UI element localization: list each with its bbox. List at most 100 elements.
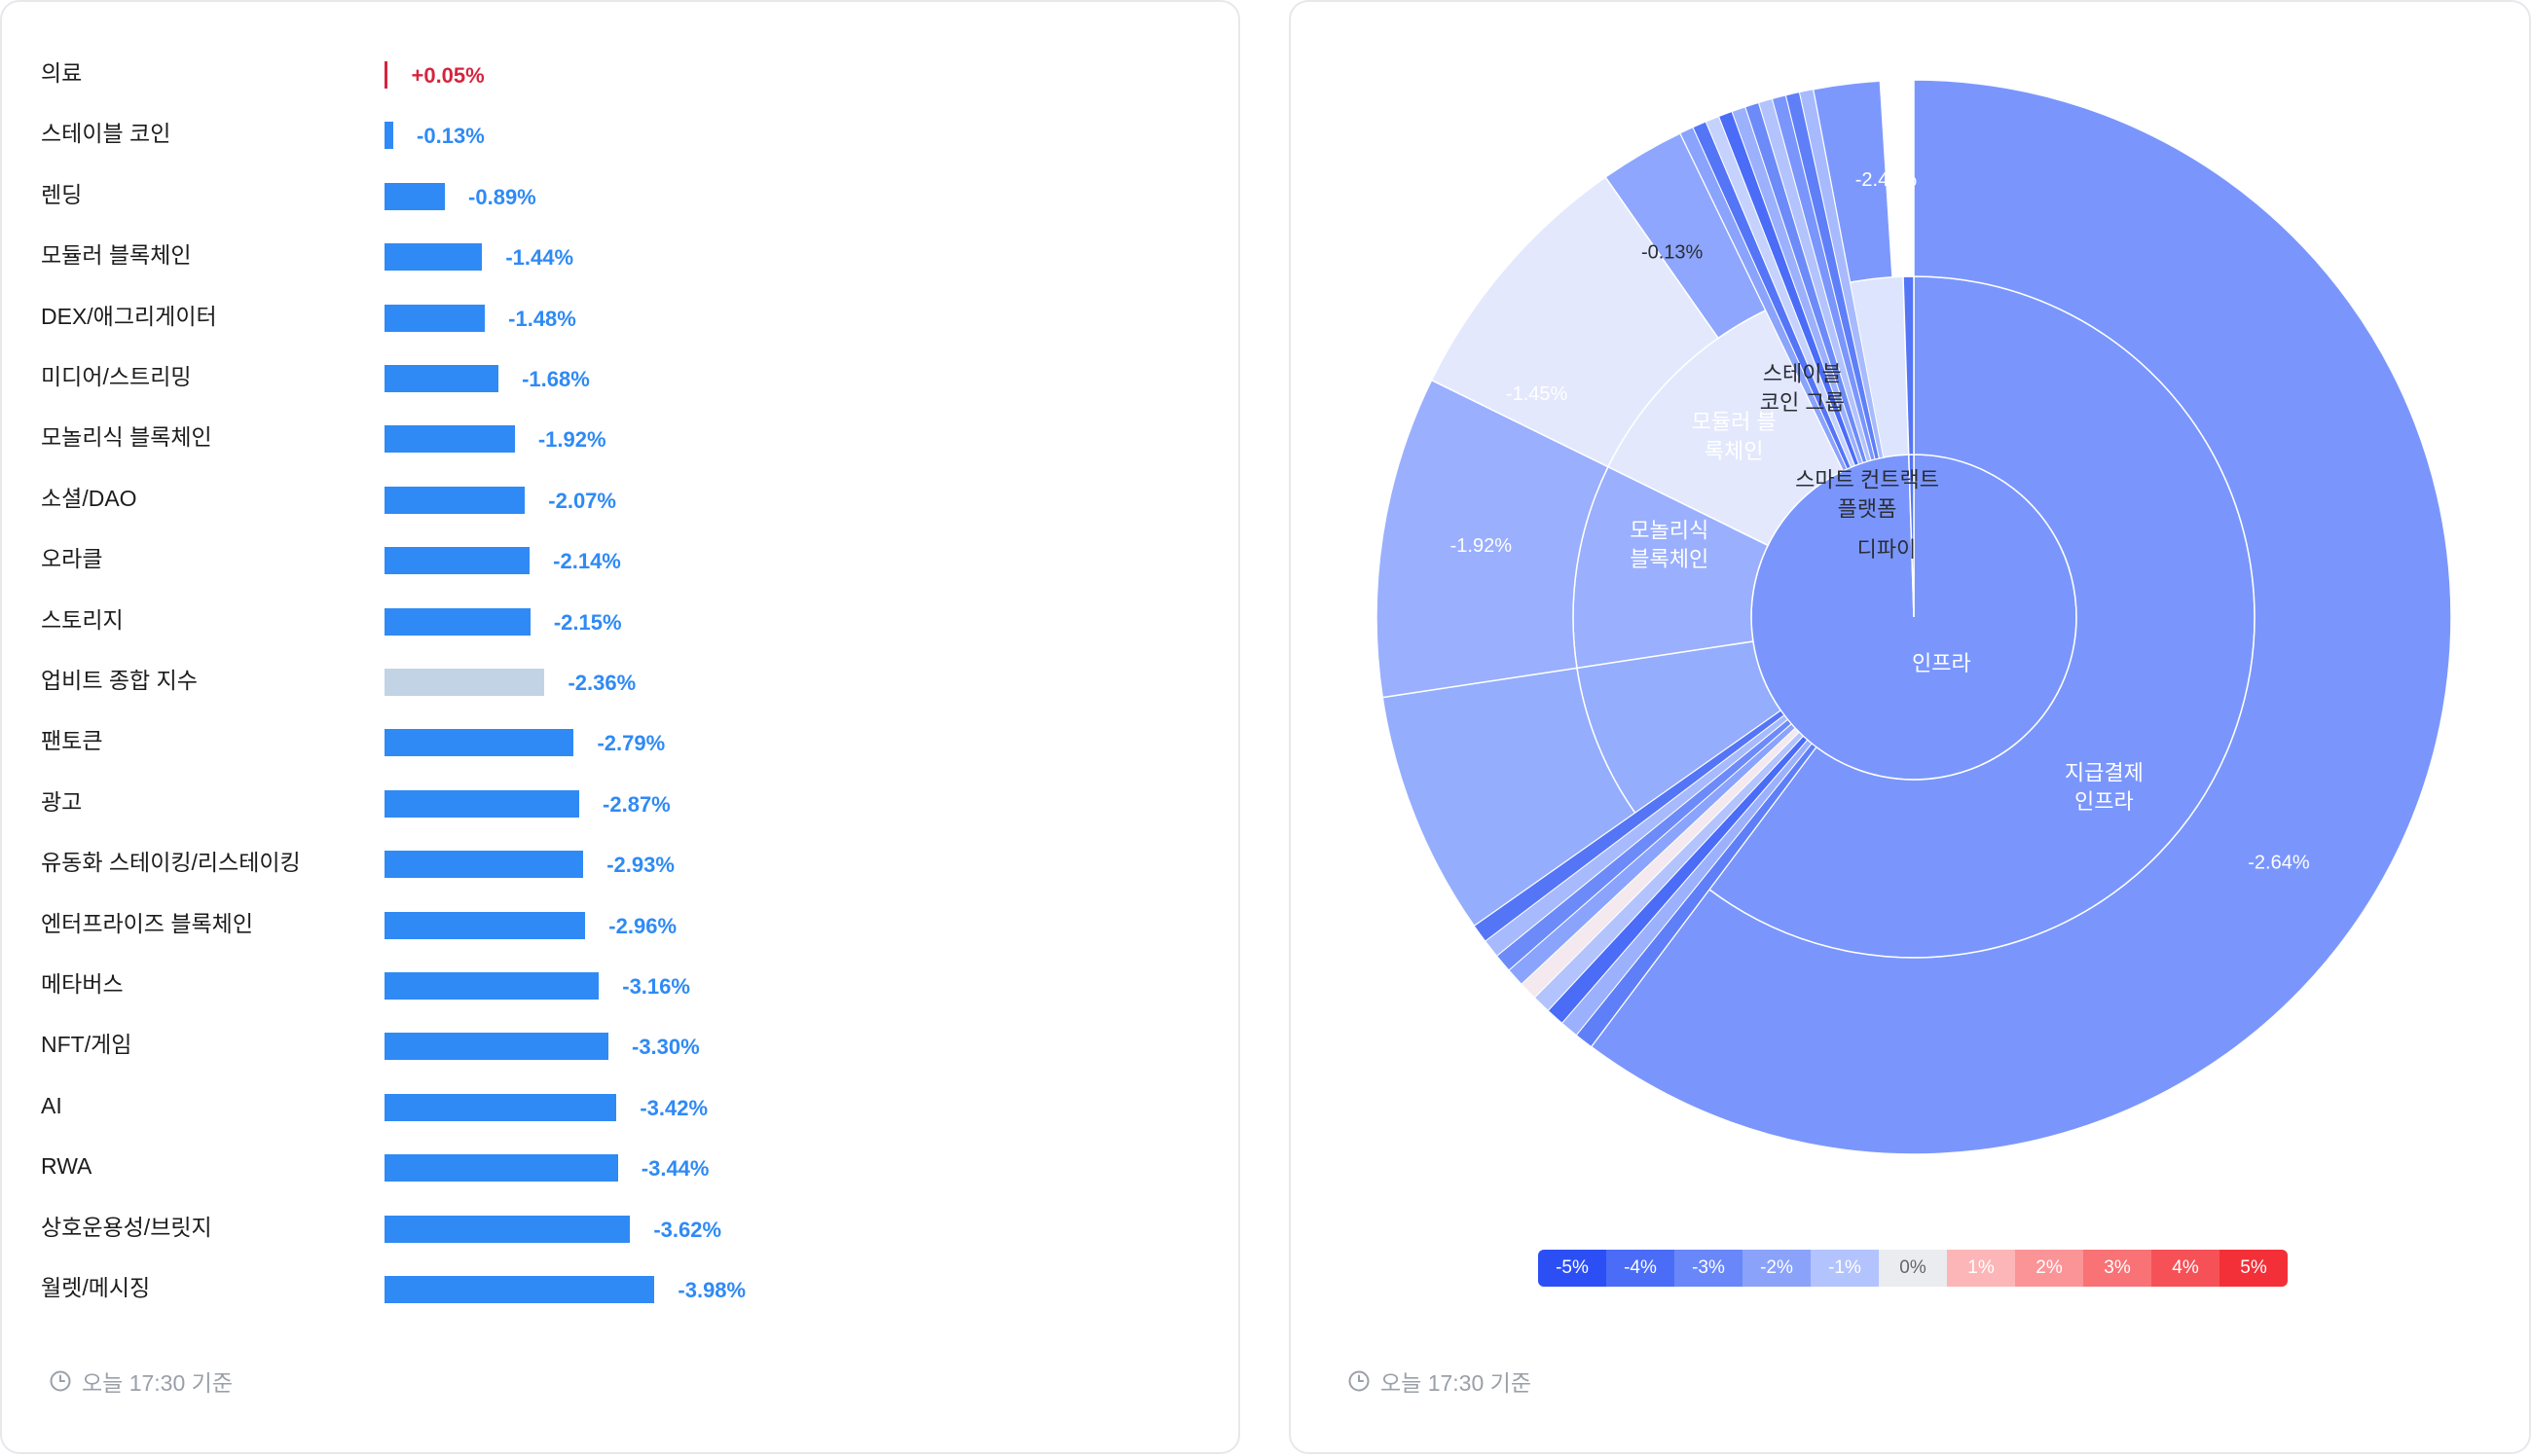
value-label: -1.48% (508, 306, 576, 331)
value-label: -2.79% (597, 731, 666, 756)
value-label: -3.62% (653, 1217, 722, 1242)
category-label: 스토리지 (41, 606, 124, 633)
category-label: 미디어/스트리밍 (41, 364, 192, 389)
category-label: 모놀리식 블록체인 (41, 424, 212, 451)
category-label: AI (41, 1092, 62, 1118)
segment-label: 지급결제 (2065, 760, 2144, 784)
category-label: DEX/애그리게이터 (41, 303, 217, 329)
bar-row: 업비트 종합 지수 -2.36% (41, 661, 1209, 700)
category-label: 의료 (41, 60, 83, 86)
value-label: -3.98% (678, 1278, 747, 1302)
bar (385, 182, 446, 210)
segment-label: 모놀리식 (1630, 519, 1708, 543)
value-label: -0.89% (468, 184, 536, 209)
category-label: 메타버스 (41, 971, 124, 997)
sunburst-segment[interactable] (1902, 275, 1915, 455)
value-label: -0.13% (417, 124, 485, 149)
legend-swatch: -2% (1742, 1250, 1811, 1287)
value-label: -3.44% (641, 1156, 710, 1182)
sunburst-panel: 인프라 디파이 지급결제 인프라 모놀리식 블록체인 모듈러 블 록체인 스테이블 코인 그룹 스마… (1289, 0, 2531, 1454)
bar-row: NFT/게임 -3.30% (41, 1025, 1209, 1064)
value-label: -2.15% (553, 609, 622, 635)
value-label: -2.07% (548, 488, 616, 513)
bar (385, 365, 499, 392)
bar-row: RWA -3.44% (41, 1147, 1209, 1185)
bar (385, 669, 545, 696)
sunburst-segment[interactable] (1473, 710, 1785, 942)
bar-row: 월렛/메시징 -3.98% (41, 1268, 1209, 1307)
bar-row: 스테이블 코인 -0.13% (41, 114, 1209, 153)
category-label: NFT/게임 (41, 1032, 132, 1058)
sunburst-segment[interactable] (1812, 80, 1893, 284)
value-label: -0.13% (1641, 242, 1704, 264)
bar (385, 304, 486, 332)
value-label: -1.68% (522, 367, 590, 391)
bar (385, 911, 586, 939)
category-bar-chart-panel: 의료 +0.05% 스테이블 코인 -0.13% 렌딩 -0.89% 모듈러 블록체인 -1.… (0, 0, 1240, 1454)
category-label: RWA (41, 1153, 92, 1180)
category-label: 유동화 스테이킹/리스테이킹 (41, 850, 301, 876)
segment-label: 모듈러 블 (1692, 410, 1777, 434)
bar-row: 렌딩 -0.89% (41, 175, 1209, 214)
segment-label: 인프라 (1912, 651, 1971, 675)
legend-swatch: 1% (1947, 1250, 2015, 1287)
bar (385, 243, 483, 272)
bar (385, 789, 580, 818)
bar (385, 486, 526, 514)
sunburst-segment[interactable] (1590, 79, 2452, 1155)
value-label: +0.05% (411, 63, 485, 88)
timestamp-footer: 오늘 17:30 기준 (1347, 1365, 1531, 1398)
bar-row: 소셜/DAO -2.07% (41, 479, 1209, 518)
value-label: -2.36% (568, 671, 637, 695)
bar (385, 425, 515, 454)
bar (385, 1154, 618, 1183)
sunburst-segment[interactable] (1798, 89, 1885, 459)
bar (385, 1215, 631, 1243)
value-label: -2.96% (608, 913, 678, 938)
bar (385, 122, 394, 150)
value-label: -3.16% (622, 974, 690, 999)
value-label: -2.64% (2248, 853, 2310, 874)
legend-swatch: -4% (1606, 1250, 1674, 1287)
segment-label: 플랫폼 (1838, 496, 1897, 521)
segment-label: 블록체인 (1630, 547, 1708, 571)
bar-row: 모놀리식 블록체인 -1.92% (41, 418, 1209, 456)
bar (385, 972, 600, 1000)
category-label: 엔터프라이즈 블록체인 (41, 910, 253, 936)
category-label: 광고 (41, 788, 83, 815)
value-label: -2.93% (606, 853, 675, 878)
segment-label: 록체인 (1705, 439, 1764, 463)
color-scale-legend: -5% -4% -3% -2% -1% 0% 1% 2% 3% 4% 5% (1538, 1250, 2288, 1287)
category-label: 팬토큰 (41, 728, 103, 754)
bar (385, 1033, 608, 1061)
value-label: -2.87% (603, 791, 671, 817)
timestamp-text: 오늘 17:30 기준 (82, 1370, 233, 1396)
bar-row: 팬토큰 -2.79% (41, 721, 1209, 760)
category-label: 스테이블 코인 (41, 121, 171, 147)
bar-row: 오라클 -2.14% (41, 539, 1209, 578)
bar-row: 메타버스 -3.16% (41, 965, 1209, 1003)
legend-swatch: -3% (1674, 1250, 1742, 1287)
value-label: -3.42% (640, 1095, 709, 1120)
value-label: -2.14% (553, 549, 621, 574)
bar-row: 모듈러 블록체인 -1.44% (41, 236, 1209, 274)
legend-swatch: -5% (1538, 1250, 1606, 1287)
clock-icon (49, 1369, 72, 1393)
bar-row: AI -3.42% (41, 1086, 1209, 1125)
legend-swatch: 2% (2015, 1250, 2083, 1287)
bar (385, 729, 574, 757)
timestamp-footer: 오늘 17:30 기준 (49, 1365, 233, 1398)
bar (385, 1276, 655, 1303)
legend-swatch: 4% (2151, 1250, 2219, 1287)
legend-swatch: -1% (1811, 1250, 1879, 1287)
value-label: -1.45% (1506, 383, 1568, 405)
bar-row: 유동화 스테이킹/리스테이킹 -2.93% (41, 843, 1209, 882)
bar (385, 851, 584, 879)
value-label: -1.92% (537, 427, 606, 453)
bar (385, 1093, 617, 1121)
bar-row: 미디어/스트리밍 -1.68% (41, 357, 1209, 396)
value-label: -1.44% (505, 245, 574, 271)
bar-row: 스토리지 -2.15% (41, 601, 1209, 639)
segment-label: 인프라 (2074, 789, 2134, 814)
